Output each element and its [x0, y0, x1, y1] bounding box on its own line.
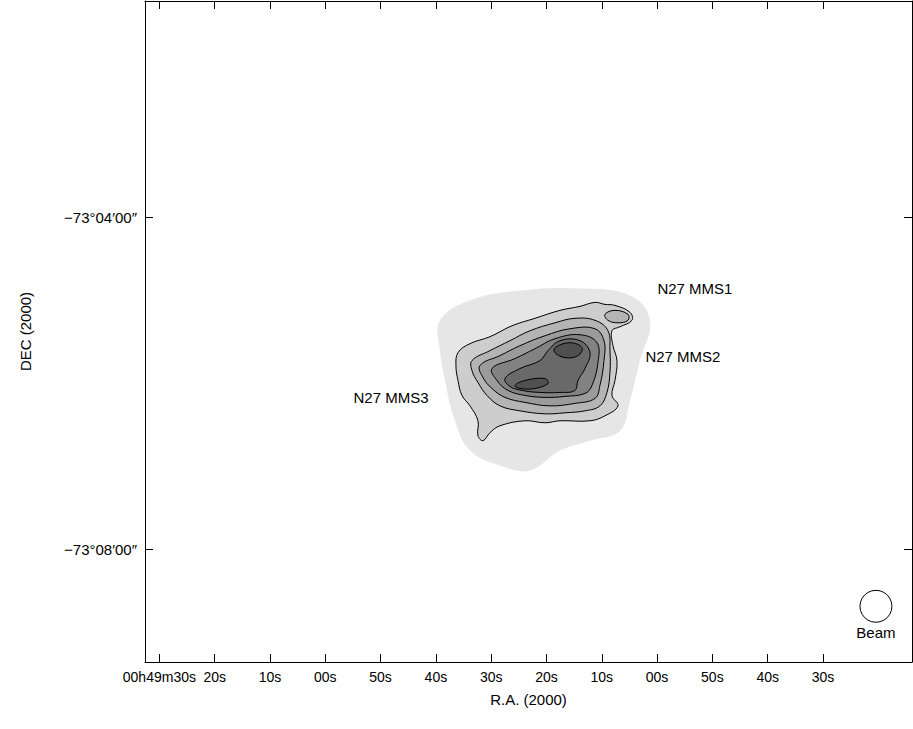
svg-text:DEC (2000): DEC (2000)	[17, 292, 34, 371]
svg-text:−73°04′00″: −73°04′00″	[64, 209, 138, 226]
svg-text:50s: 50s	[369, 669, 392, 685]
svg-text:N27 MMS1: N27 MMS1	[657, 280, 732, 297]
svg-text:N27 MMS2: N27 MMS2	[645, 348, 720, 365]
svg-text:50s: 50s	[701, 669, 724, 685]
svg-text:00h49m30s: 00h49m30s	[123, 669, 196, 685]
svg-text:N27 MMS3: N27 MMS3	[353, 389, 428, 406]
svg-text:40s: 40s	[756, 669, 779, 685]
svg-text:10s: 10s	[590, 669, 613, 685]
svg-text:00s: 00s	[314, 669, 337, 685]
svg-text:00s: 00s	[646, 669, 669, 685]
svg-text:30s: 30s	[812, 669, 835, 685]
svg-text:10s: 10s	[259, 669, 282, 685]
svg-text:−73°08′00″: −73°08′00″	[64, 541, 138, 558]
svg-text:R.A. (2000): R.A. (2000)	[490, 691, 567, 708]
svg-text:Beam: Beam	[856, 624, 895, 641]
svg-text:20s: 20s	[203, 669, 226, 685]
svg-text:40s: 40s	[425, 669, 448, 685]
svg-text:30s: 30s	[480, 669, 503, 685]
svg-text:20s: 20s	[535, 669, 558, 685]
